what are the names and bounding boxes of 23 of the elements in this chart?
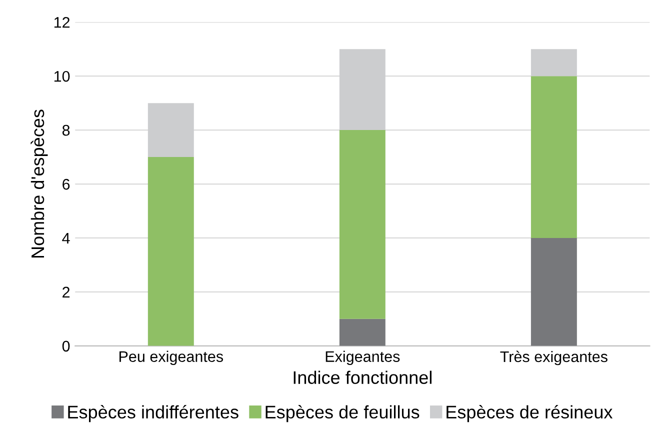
y-tick-label: 2 (62, 286, 70, 298)
y-tick-label: 0 (62, 340, 70, 352)
bar (530, 76, 577, 238)
y-tick-label: 8 (62, 124, 70, 136)
x-axis-title: Indice fonctionnel (294, 370, 432, 384)
y-tick-label: 12 (54, 17, 70, 28)
bar (339, 49, 386, 130)
bar (148, 157, 194, 346)
bar (339, 130, 386, 319)
legend-label: Espèces de feuillus (266, 405, 420, 422)
bar (530, 238, 577, 346)
x-tick-label: Très exigeantes (500, 350, 608, 366)
bar (530, 49, 577, 76)
bar (148, 103, 194, 158)
y-tick-label: 6 (62, 178, 70, 190)
y-axis-title: Nombre d'espèces (30, 110, 48, 258)
legend-label: Espèces de résineux (446, 405, 613, 422)
bar (339, 318, 386, 346)
x-tick-label: Exigeantes (326, 350, 400, 365)
y-tick-label: 10 (54, 70, 70, 82)
legend-label: Espèces indifférentes (68, 405, 238, 422)
y-tick-label: 4 (62, 233, 70, 244)
x-tick-label: Peu exigeantes (120, 350, 224, 365)
